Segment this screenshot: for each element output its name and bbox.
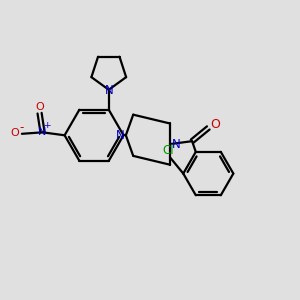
Text: N: N bbox=[116, 129, 124, 142]
Text: O: O bbox=[35, 102, 44, 112]
Text: N: N bbox=[104, 84, 113, 97]
Text: Cl: Cl bbox=[163, 143, 174, 157]
Text: N: N bbox=[172, 138, 180, 151]
Text: N: N bbox=[38, 127, 46, 137]
Text: O: O bbox=[10, 128, 19, 138]
Text: -: - bbox=[20, 121, 24, 134]
Text: O: O bbox=[210, 118, 220, 131]
Text: +: + bbox=[43, 122, 50, 130]
